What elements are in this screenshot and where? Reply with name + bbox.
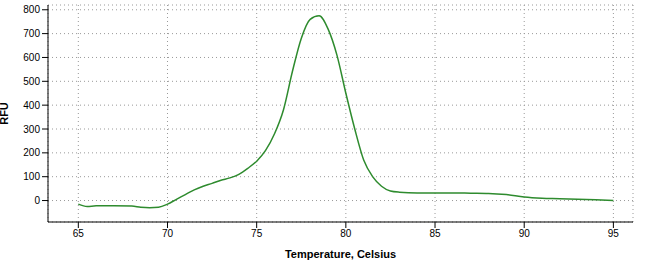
- svg-text:700: 700: [23, 28, 40, 39]
- svg-text:300: 300: [23, 124, 40, 135]
- svg-text:65: 65: [73, 228, 85, 239]
- svg-text:80: 80: [340, 228, 352, 239]
- svg-text:600: 600: [23, 52, 40, 63]
- svg-text:0: 0: [34, 195, 40, 206]
- svg-text:100: 100: [23, 171, 40, 182]
- svg-text:Temperature, Celsius: Temperature, Celsius: [285, 248, 396, 260]
- svg-text:500: 500: [23, 76, 40, 87]
- svg-text:400: 400: [23, 100, 40, 111]
- svg-text:85: 85: [429, 228, 441, 239]
- svg-text:90: 90: [519, 228, 531, 239]
- svg-text:95: 95: [608, 228, 620, 239]
- svg-text:RFU: RFU: [8, 102, 10, 125]
- svg-text:70: 70: [162, 228, 174, 239]
- svg-text:800: 800: [23, 4, 40, 15]
- svg-text:75: 75: [251, 228, 263, 239]
- svg-text:200: 200: [23, 147, 40, 158]
